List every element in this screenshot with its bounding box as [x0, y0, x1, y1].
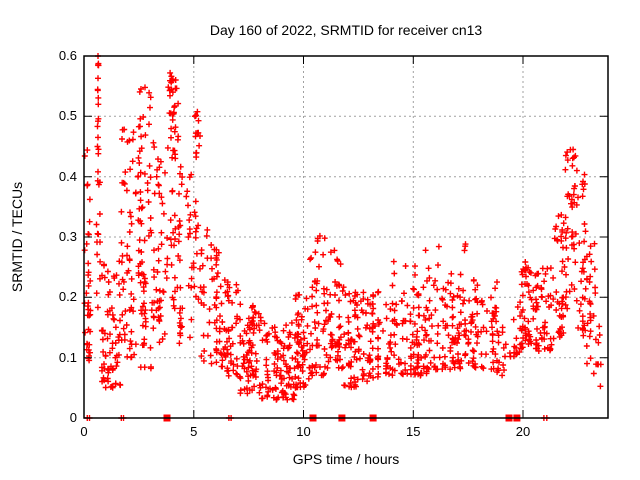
- y-tick-label: 0: [69, 409, 77, 425]
- chart-title: Day 160 of 2022, SRMTID for receiver cn1…: [209, 22, 483, 38]
- axis-tick-marks: [83, 55, 608, 419]
- y-tick-label: 0.1: [58, 349, 77, 365]
- x-tick-label: 20: [515, 424, 531, 439]
- y-tick-label: 0.2: [58, 289, 77, 305]
- y-tick-label: 0.6: [58, 47, 77, 63]
- y-tick-label: 0.3: [58, 228, 77, 244]
- x-tick-label: 0: [80, 424, 88, 439]
- x-tick-label: 5: [190, 424, 198, 439]
- y-tick-label: 0.5: [58, 108, 77, 124]
- x-tick-label: 15: [406, 424, 421, 439]
- scatter-points: [81, 53, 604, 421]
- x-axis-label: GPS time / hours: [292, 451, 400, 467]
- x-tick-label: 10: [296, 424, 311, 439]
- y-tick-label: 0.4: [58, 168, 77, 184]
